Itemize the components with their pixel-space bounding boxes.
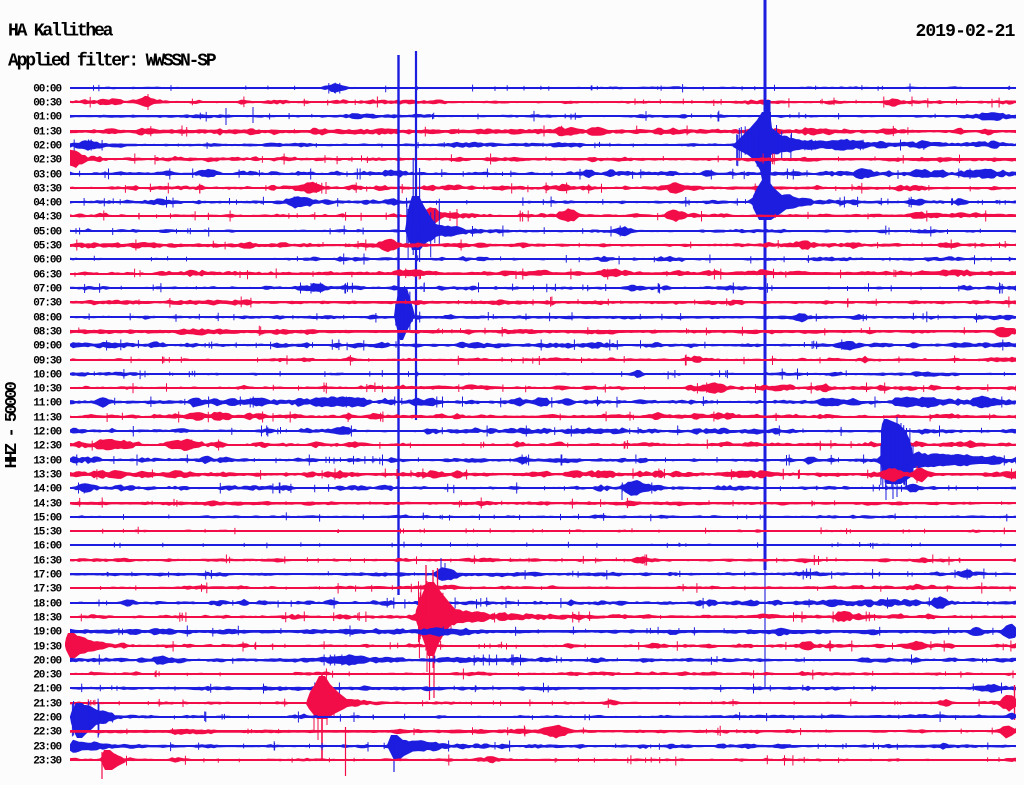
svg-text:09:00: 09:00 [33, 341, 61, 353]
svg-text:21:30: 21:30 [33, 699, 61, 711]
svg-text:23:00: 23:00 [33, 742, 61, 754]
svg-text:13:00: 13:00 [33, 456, 61, 468]
svg-text:23:30: 23:30 [33, 756, 61, 768]
svg-text:10:00: 10:00 [33, 370, 61, 382]
svg-text:2019-02-21: 2019-02-21 [915, 22, 1015, 42]
svg-text:Applied filter: WWSSN-SP: Applied filter: WWSSN-SP [8, 52, 217, 72]
svg-text:02:00: 02:00 [33, 141, 61, 153]
svg-text:10:30: 10:30 [33, 384, 61, 396]
svg-text:20:30: 20:30 [33, 670, 61, 682]
svg-text:04:30: 04:30 [33, 212, 61, 224]
svg-text:15:00: 15:00 [33, 513, 61, 525]
svg-text:18:00: 18:00 [33, 599, 61, 611]
svg-text:05:00: 05:00 [33, 227, 61, 239]
svg-text:18:30: 18:30 [33, 613, 61, 625]
svg-text:08:30: 08:30 [33, 327, 61, 339]
svg-text:09:30: 09:30 [33, 356, 61, 368]
svg-text:19:30: 19:30 [33, 642, 61, 654]
svg-text:17:30: 17:30 [33, 584, 61, 596]
svg-text:22:30: 22:30 [33, 727, 61, 739]
svg-text:16:30: 16:30 [33, 556, 61, 568]
svg-text:08:00: 08:00 [33, 313, 61, 325]
svg-text:19:00: 19:00 [33, 627, 61, 639]
svg-text:11:30: 11:30 [33, 413, 61, 425]
svg-text:01:00: 01:00 [33, 112, 61, 124]
svg-text:17:00: 17:00 [33, 570, 61, 582]
svg-text:11:00: 11:00 [33, 398, 61, 410]
svg-text:22:00: 22:00 [33, 713, 61, 725]
svg-text:04:00: 04:00 [33, 198, 61, 210]
svg-text:00:00: 00:00 [33, 84, 61, 96]
svg-text:20:00: 20:00 [33, 656, 61, 668]
svg-text:15:30: 15:30 [33, 527, 61, 539]
svg-text:07:00: 07:00 [33, 284, 61, 296]
svg-text:12:30: 12:30 [33, 441, 61, 453]
svg-text:14:00: 14:00 [33, 484, 61, 496]
svg-text:07:30: 07:30 [33, 298, 61, 310]
svg-text:06:30: 06:30 [33, 270, 61, 282]
svg-text:14:30: 14:30 [33, 499, 61, 511]
svg-text:13:30: 13:30 [33, 470, 61, 482]
svg-text:HHZ - 50000: HHZ - 50000 [3, 381, 22, 468]
svg-text:HA Kallithea: HA Kallithea [8, 22, 114, 42]
svg-text:01:30: 01:30 [33, 127, 61, 139]
svg-text:05:30: 05:30 [33, 241, 61, 253]
svg-text:16:00: 16:00 [33, 541, 61, 553]
svg-text:12:00: 12:00 [33, 427, 61, 439]
svg-text:03:30: 03:30 [33, 184, 61, 196]
svg-text:02:30: 02:30 [33, 155, 61, 167]
svg-text:21:00: 21:00 [33, 684, 61, 696]
svg-text:00:30: 00:30 [33, 98, 61, 110]
svg-text:03:00: 03:00 [33, 170, 61, 182]
svg-text:06:00: 06:00 [33, 255, 61, 267]
